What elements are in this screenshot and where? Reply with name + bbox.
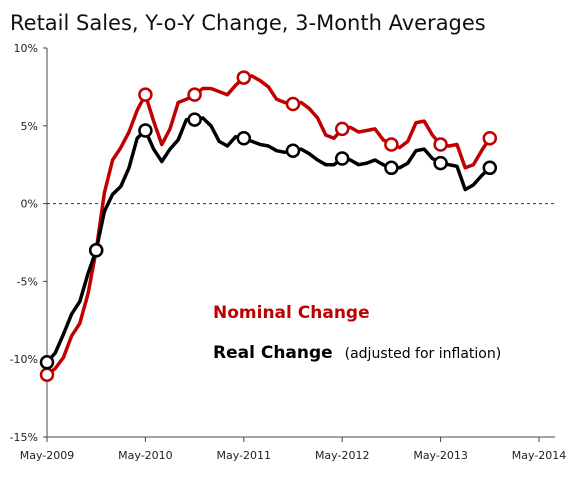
data-point-real bbox=[384, 160, 399, 176]
data-point-nominal bbox=[138, 87, 153, 102]
legend-real-label: Real Change (adjusted for inflation) bbox=[213, 343, 501, 363]
legend-real-main: Real Change bbox=[213, 343, 333, 363]
y-tick-label: -10% bbox=[10, 353, 38, 366]
data-point-real bbox=[236, 130, 252, 146]
data-point-real bbox=[138, 123, 153, 138]
y-tick-label: -5% bbox=[17, 275, 38, 288]
data-point-nominal bbox=[39, 367, 55, 383]
legend-real-note: (adjusted for inflation) bbox=[345, 346, 502, 362]
y-tick-label: 5% bbox=[21, 120, 38, 133]
data-point-nominal bbox=[285, 96, 301, 112]
x-tick-label: May-2013 bbox=[413, 449, 468, 462]
y-tick-label: 0% bbox=[21, 198, 38, 211]
data-point-real bbox=[39, 355, 55, 370]
data-point-nominal bbox=[334, 121, 350, 137]
axes: 10% 5% 0% -5% -10% -15% May-2009 May-2010 May-20… bbox=[10, 42, 567, 462]
series-nominal bbox=[39, 70, 498, 383]
data-point-nominal bbox=[433, 137, 448, 152]
data-point-real bbox=[334, 151, 350, 166]
data-point-real bbox=[285, 143, 301, 158]
y-tick-label: -15% bbox=[10, 431, 38, 444]
series-layer bbox=[39, 70, 498, 383]
data-point-nominal bbox=[384, 137, 399, 152]
chart-title: Retail Sales, Y-o-Y Change, 3-Month Aver… bbox=[10, 11, 486, 35]
y-tick-label: 10% bbox=[14, 42, 38, 55]
series-real bbox=[39, 112, 498, 370]
x-tick-label: May-2014 bbox=[512, 449, 567, 462]
data-point-nominal bbox=[187, 87, 202, 102]
x-tick-label: May-2011 bbox=[217, 449, 272, 462]
data-point-real bbox=[187, 112, 202, 127]
x-tick-label: May-2012 bbox=[315, 449, 370, 462]
x-tick-label: May-2009 bbox=[20, 449, 75, 462]
legend-nominal-label: Nominal Change bbox=[213, 303, 370, 323]
data-point-nominal bbox=[236, 70, 252, 85]
data-point-real bbox=[88, 243, 104, 258]
legend: Nominal Change Real Change (adjusted for… bbox=[213, 303, 501, 363]
series-line-real bbox=[45, 116, 492, 365]
series-line-nominal bbox=[45, 74, 492, 377]
data-point-nominal bbox=[482, 130, 498, 146]
data-point-real bbox=[482, 160, 498, 176]
x-tick-label: May-2010 bbox=[118, 449, 173, 462]
data-point-real bbox=[433, 155, 448, 171]
